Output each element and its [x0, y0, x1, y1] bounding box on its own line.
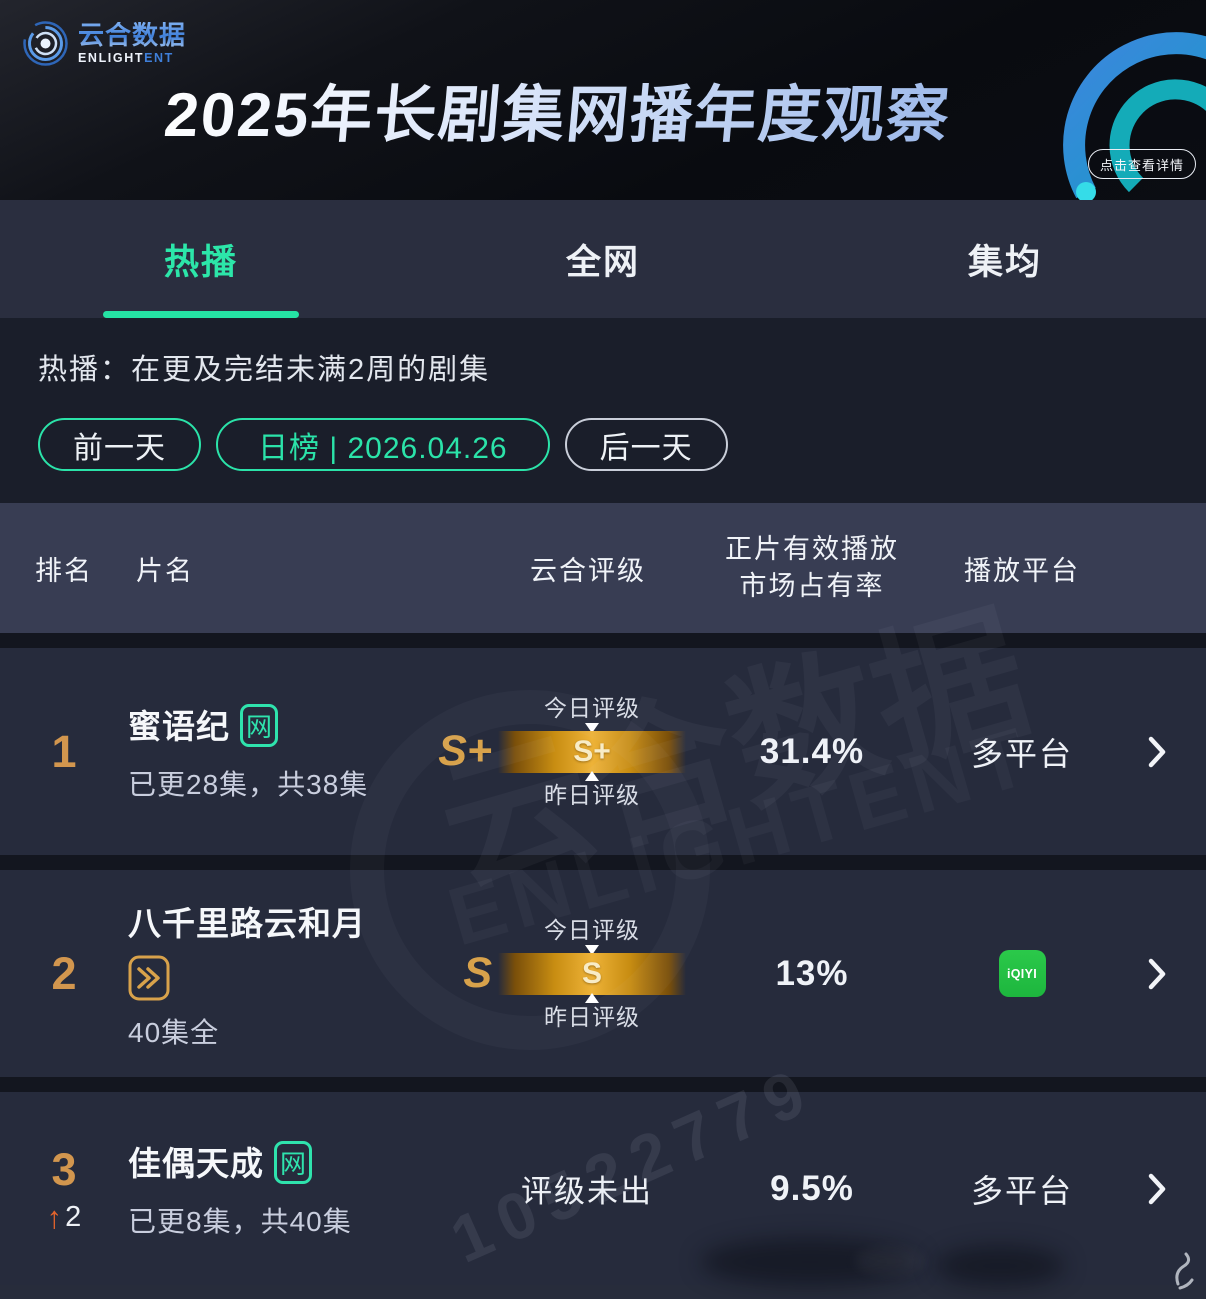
rank-up-arrow-icon: ↑ — [46, 1200, 63, 1235]
tab-bar: 热播 全网 集均 — [0, 200, 1206, 318]
platform-value: iQIYI — [924, 950, 1120, 997]
iqiyi-logo-icon: iQIYI — [998, 950, 1046, 997]
chevron-right-icon — [1148, 1173, 1166, 1204]
tab-per-episode-label: 集均 — [967, 242, 1042, 282]
date-controls: 前一天 日榜 | 2026.04.26 后一天 — [24, 418, 1206, 471]
column-header-rank: 排名 — [35, 555, 93, 586]
table-row[interactable]: 2 八千里路云和月 40集全 S 今日评级 S 昨日评级 13% — [0, 870, 1206, 1077]
enlightent-logo: 云合数据 ENLIGHTENT — [22, 20, 186, 67]
no-rating-text: 评级未出 — [521, 1174, 653, 1209]
rating-bar-stack: 今日评级 S+ 昨日评级 — [498, 694, 686, 810]
title-cell: 蜜语纪 网 已更28集，共38集 — [128, 700, 428, 803]
table-row[interactable]: 3 ↑ 2 佳偶天成 网 已更8集，共40集 评级未出 9.5% 多平台 — [0, 1092, 1206, 1285]
fast-forward-badge-icon — [128, 955, 170, 1000]
rank-number: 2 — [51, 947, 77, 999]
filter-panel: 热播：在更及完结未满2周的剧集 前一天 日榜 | 2026.04.26 后一天 — [0, 318, 1206, 503]
next-day-button[interactable]: 后一天 — [564, 418, 728, 471]
triangle-down-icon — [585, 722, 599, 733]
rating-cell: S 今日评级 S 昨日评级 — [428, 916, 700, 1032]
ranking-list: 1 蜜语纪 网 已更28集，共38集 S+ 今日评级 S+ 昨日评级 31.4%… — [0, 648, 1206, 1285]
column-header-title: 片名 — [136, 555, 194, 586]
daily-rank-date-button[interactable]: 日榜 | 2026.04.26 — [216, 418, 550, 471]
tab-hot-label: 热播 — [163, 242, 238, 282]
triangle-up-icon — [585, 992, 599, 1003]
tab-per-episode[interactable]: 集均 — [804, 200, 1206, 318]
episode-status: 已更28集，共38集 — [128, 769, 369, 800]
platform-value: 多平台 — [970, 1172, 1073, 1209]
enlightent-logo-icon — [23, 21, 68, 66]
tab-all-network-label: 全网 — [565, 242, 640, 282]
show-title: 八千里路云和月 — [128, 904, 366, 942]
chevron-right-icon — [1148, 736, 1166, 767]
show-title: 佳偶天成 — [128, 1145, 264, 1182]
market-share-value: 13% — [775, 953, 849, 993]
rating-bar: S+ — [498, 730, 686, 773]
rank-number: 1 — [51, 725, 77, 777]
show-title: 蜜语纪 — [128, 708, 230, 745]
rating-bar-stack: 今日评级 S 昨日评级 — [498, 916, 686, 1032]
title-cell: 佳偶天成 网 已更8集，共40集 — [128, 1137, 428, 1240]
page-title: 2025年长剧集网播年度观察 — [0, 64, 1120, 154]
column-header-platform: 播放平台 — [964, 555, 1080, 586]
row-detail-chevron[interactable] — [1114, 736, 1200, 768]
rank-cell: 3 ↑ 2 — [0, 1144, 128, 1233]
web-drama-badge-icon: 网 — [274, 1140, 312, 1184]
tab-hot[interactable]: 热播 — [0, 200, 402, 318]
view-details-button[interactable]: 点击查看详情 — [1088, 149, 1196, 179]
tab-all-network[interactable]: 全网 — [402, 200, 804, 318]
triangle-down-icon — [585, 944, 599, 955]
bottom-bar — [0, 1285, 1206, 1299]
web-drama-badge-icon: 网 — [240, 703, 278, 747]
episode-status: 已更8集，共40集 — [128, 1206, 352, 1237]
rank-change-value: 2 — [65, 1201, 82, 1233]
rank-change: ↑ 2 — [47, 1202, 82, 1233]
title-cell: 八千里路云和月 40集全 — [128, 897, 428, 1051]
previous-day-button[interactable]: 前一天 — [38, 418, 201, 471]
market-share-value: 9.5% — [770, 1168, 854, 1208]
rating-cell: 评级未出 — [428, 1166, 700, 1211]
brand-name: 云合数据 — [78, 20, 187, 51]
triangle-up-icon — [585, 770, 599, 781]
platform-value: 多平台 — [970, 735, 1073, 772]
today-rating-label: 今日评级 — [544, 916, 640, 943]
top-banner: 云合数据 ENLIGHTENT 2025年长剧集网播年度观察 点击查看详情 — [0, 0, 1206, 200]
table-row[interactable]: 1 蜜语纪 网 已更28集，共38集 S+ 今日评级 S+ 昨日评级 31.4%… — [0, 648, 1206, 855]
rank-cell: 2 — [0, 948, 128, 1000]
column-header-share: 正片有效播放 市场占有率 — [725, 534, 899, 601]
brand-name-en: ENLIGHTENT — [78, 51, 174, 66]
market-share-value: 31.4% — [759, 731, 865, 771]
active-tab-underline — [103, 311, 299, 318]
arc-end-dot — [1076, 182, 1096, 200]
chevron-right-icon — [1148, 958, 1166, 989]
rank-cell: 1 — [0, 726, 128, 778]
rating-cell: S+ 今日评级 S+ 昨日评级 — [428, 694, 700, 810]
rating-grade: S — [463, 949, 492, 997]
rating-bar: S — [498, 952, 686, 995]
rating-grade: S+ — [438, 727, 492, 775]
yesterday-rating-label: 昨日评级 — [544, 1003, 640, 1030]
column-header-rating: 云合评级 — [530, 555, 646, 586]
episode-status: 40集全 — [128, 1016, 220, 1048]
table-header: 排名 片名 云合评级 正片有效播放 市场占有率 播放平台 — [0, 503, 1206, 633]
today-rating-label: 今日评级 — [544, 694, 640, 721]
yesterday-rating-label: 昨日评级 — [544, 781, 640, 808]
list-description: 热播：在更及完结未满2周的剧集 — [38, 354, 491, 386]
row-detail-chevron[interactable] — [1114, 958, 1200, 990]
row-detail-chevron[interactable] — [1114, 1173, 1200, 1205]
rank-number: 3 — [51, 1144, 77, 1195]
